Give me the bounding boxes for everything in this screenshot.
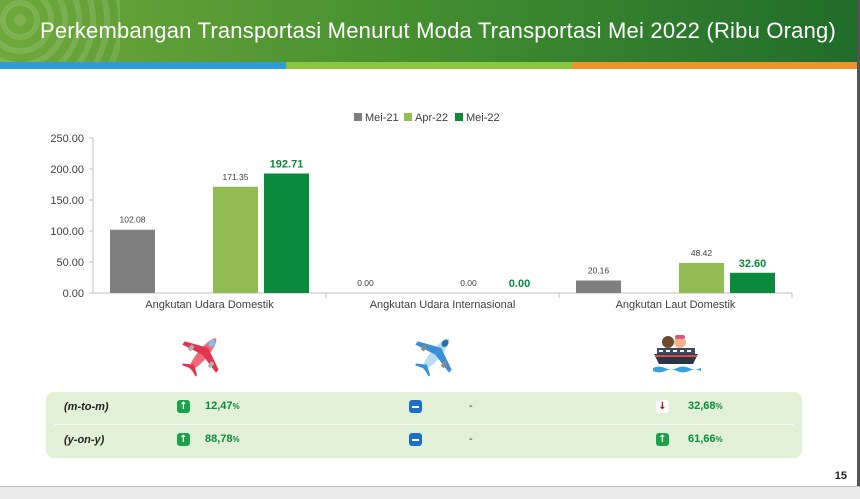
bar <box>679 262 724 293</box>
change-row-y-on-y: (y-on-y) ↑ 88,78% - ↑ 61,66% <box>46 425 802 457</box>
bar <box>576 280 621 293</box>
change-value: 12,47% <box>205 400 240 412</box>
data-label: 0.00 <box>357 278 374 288</box>
change-row-m-to-m: (m-to-m) ↑ 12,47% - ↓ 32,68% <box>46 392 802 424</box>
y-tick-label: 0.00 <box>63 288 84 300</box>
data-label: 48.42 <box>691 248 713 258</box>
airplane-international-icon <box>414 338 452 377</box>
data-label: 102.08 <box>120 215 146 225</box>
legend-label: Mei-21 <box>365 112 399 124</box>
change-value: - <box>469 400 473 412</box>
change-value: - <box>469 433 473 445</box>
down-arrow-icon: ↓ <box>656 400 669 413</box>
title-banner: Perkembangan Transportasi Menurut Moda T… <box>0 0 857 62</box>
airplane-domestic-icon <box>181 338 219 377</box>
row-label: (y-on-y) <box>64 434 105 446</box>
bar-chart: Mei-21 Apr-22 Mei-22 0.00 50.00 100.00 150.00 2… <box>50 112 793 311</box>
accent-stripe-green <box>286 62 572 69</box>
row-label: (m-to-m) <box>64 401 109 413</box>
data-label: 0.00 <box>509 278 530 290</box>
bar <box>730 272 775 293</box>
y-tick-label: 100.00 <box>50 226 84 238</box>
y-tick-label: 250.00 <box>50 133 84 145</box>
bar <box>213 186 258 293</box>
x-category-label: Angkutan Udara Domestik <box>145 299 274 311</box>
data-label: 171.35 <box>223 172 249 182</box>
up-arrow-icon: ↑ <box>656 433 669 446</box>
bar <box>264 173 309 293</box>
ship-icon <box>653 335 701 373</box>
change-summary-panel: (m-to-m) ↑ 12,47% - ↓ 32,68% (y-on-y) ↑ … <box>46 392 802 458</box>
x-category-label: Angkutan Laut Domestik <box>616 299 736 311</box>
row-divider <box>54 424 794 425</box>
data-label: 32.60 <box>739 258 767 270</box>
slide: Perkembangan Transportasi Menurut Moda T… <box>0 0 860 486</box>
banner-pattern <box>0 0 120 62</box>
y-tick-label: 50.00 <box>56 257 84 269</box>
legend-swatch <box>354 113 362 121</box>
y-tick-label: 200.00 <box>50 164 84 176</box>
legend-label: Mei-22 <box>466 112 500 124</box>
change-value: 88,78% <box>205 433 240 445</box>
window-bottom-bar <box>0 486 860 499</box>
y-tick-label: 150.00 <box>50 195 84 207</box>
data-label: 20.16 <box>588 266 610 276</box>
no-change-icon <box>409 433 422 446</box>
data-label: 192.71 <box>270 159 304 171</box>
bar <box>110 229 155 293</box>
change-value: 61,66% <box>688 433 723 445</box>
up-arrow-icon: ↑ <box>177 400 190 413</box>
data-label: 0.00 <box>460 278 477 288</box>
x-category-label: Angkutan Udara Internasional <box>370 299 516 311</box>
legend-label: Apr-22 <box>415 112 448 124</box>
accent-stripe-blue <box>0 62 286 69</box>
change-value: 32,68% <box>688 400 723 412</box>
accent-stripe-orange <box>572 62 857 69</box>
legend-swatch <box>455 113 463 121</box>
legend-swatch <box>404 113 412 121</box>
no-change-icon <box>409 400 422 413</box>
page-number: 15 <box>834 470 847 482</box>
page-title: Perkembangan Transportasi Menurut Moda T… <box>40 18 836 43</box>
up-arrow-icon: ↑ <box>177 433 190 446</box>
